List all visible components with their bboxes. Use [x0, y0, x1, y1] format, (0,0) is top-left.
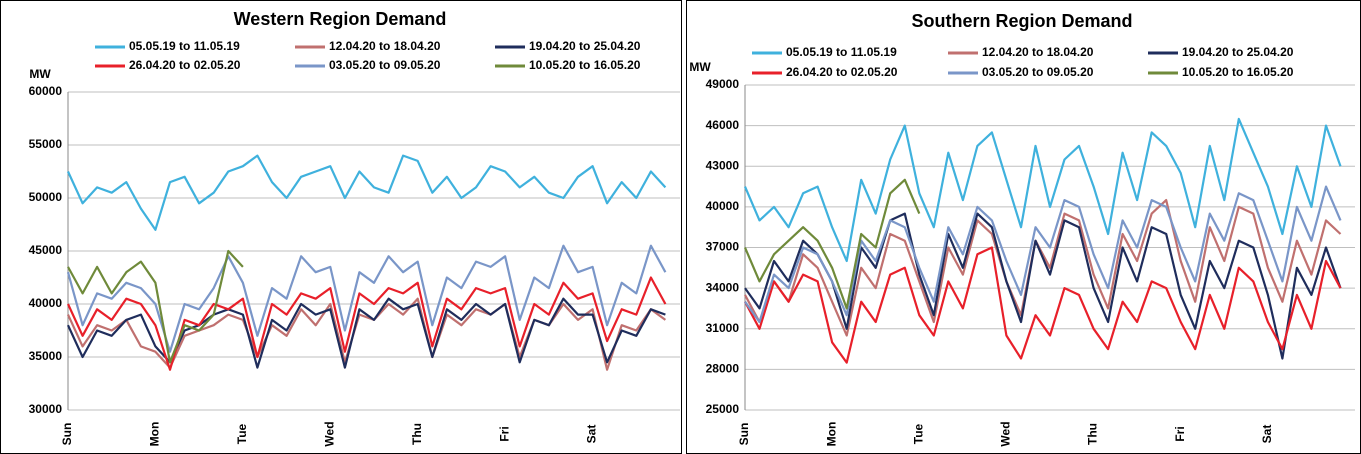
legend-label: 19.04.20 to 25.04.20 [1182, 45, 1294, 59]
y-axis-label: MW [689, 60, 711, 74]
y-tick-label: 40000 [29, 296, 63, 310]
x-tick-label: Fri [1173, 426, 1187, 441]
x-tick-label: Sun [60, 423, 74, 446]
y-tick-label: 55000 [29, 137, 63, 151]
series-line [67, 249, 244, 364]
y-tick-label: 49000 [706, 77, 740, 91]
x-tick-label: Tue [911, 423, 925, 444]
y-tick-label: 25000 [706, 402, 740, 416]
series-line [743, 117, 1342, 263]
series-line [67, 276, 667, 371]
legend-label: 19.04.20 to 25.04.20 [529, 39, 641, 53]
x-tick-label: Sat [1260, 425, 1274, 444]
legend-label: 12.04.20 to 18.04.20 [329, 39, 441, 53]
x-tick-label: Sun [737, 423, 751, 446]
x-tick-label: Sat [585, 425, 599, 444]
y-tick-label: 37000 [706, 240, 740, 254]
legend-label: 03.05.20 to 09.05.20 [329, 58, 441, 72]
y-axis-label: MW [29, 67, 51, 81]
legend-label: 26.04.20 to 02.05.20 [786, 65, 898, 79]
x-tick-label: Fri [497, 426, 511, 441]
y-tick-label: 34000 [706, 280, 740, 294]
y-tick-label: 31000 [706, 321, 740, 335]
legend-label: 05.05.19 to 11.05.19 [786, 45, 897, 59]
x-tick-label: Mon [148, 422, 162, 447]
x-tick-label: Thu [410, 423, 424, 445]
series-line [744, 185, 1342, 324]
legend-label: 10.05.20 to 16.05.20 [1182, 65, 1294, 79]
y-tick-label: 28000 [706, 362, 740, 376]
y-tick-label: 60000 [29, 84, 63, 98]
x-tick-label: Wed [322, 421, 336, 446]
series-line [744, 212, 1342, 360]
legend-label: 03.05.20 to 09.05.20 [982, 65, 1094, 79]
y-tick-label: 46000 [706, 118, 740, 132]
x-tick-label: Thu [1086, 423, 1100, 445]
legend-label: 05.05.19 to 11.05.19 [129, 39, 240, 53]
x-tick-label: Tue [235, 423, 249, 444]
y-tick-label: 30000 [29, 402, 63, 416]
y-tick-label: 43000 [706, 158, 740, 172]
x-tick-label: Wed [999, 421, 1013, 446]
series-line [744, 199, 1342, 337]
chart-title: Southern Region Demand [911, 11, 1132, 31]
x-tick-label: Mon [824, 422, 838, 447]
series-line [744, 246, 1342, 364]
y-tick-label: 40000 [706, 199, 740, 213]
y-tick-label: 35000 [29, 349, 63, 363]
y-tick-label: 50000 [29, 190, 63, 204]
legend-label: 10.05.20 to 16.05.20 [529, 58, 641, 72]
legend-label: 26.04.20 to 02.05.20 [129, 58, 241, 72]
series-line [743, 178, 921, 310]
chart-title: Western Region Demand [234, 9, 447, 29]
y-tick-label: 45000 [29, 243, 63, 257]
legend-label: 12.04.20 to 18.04.20 [982, 45, 1094, 59]
series-line [67, 154, 667, 231]
